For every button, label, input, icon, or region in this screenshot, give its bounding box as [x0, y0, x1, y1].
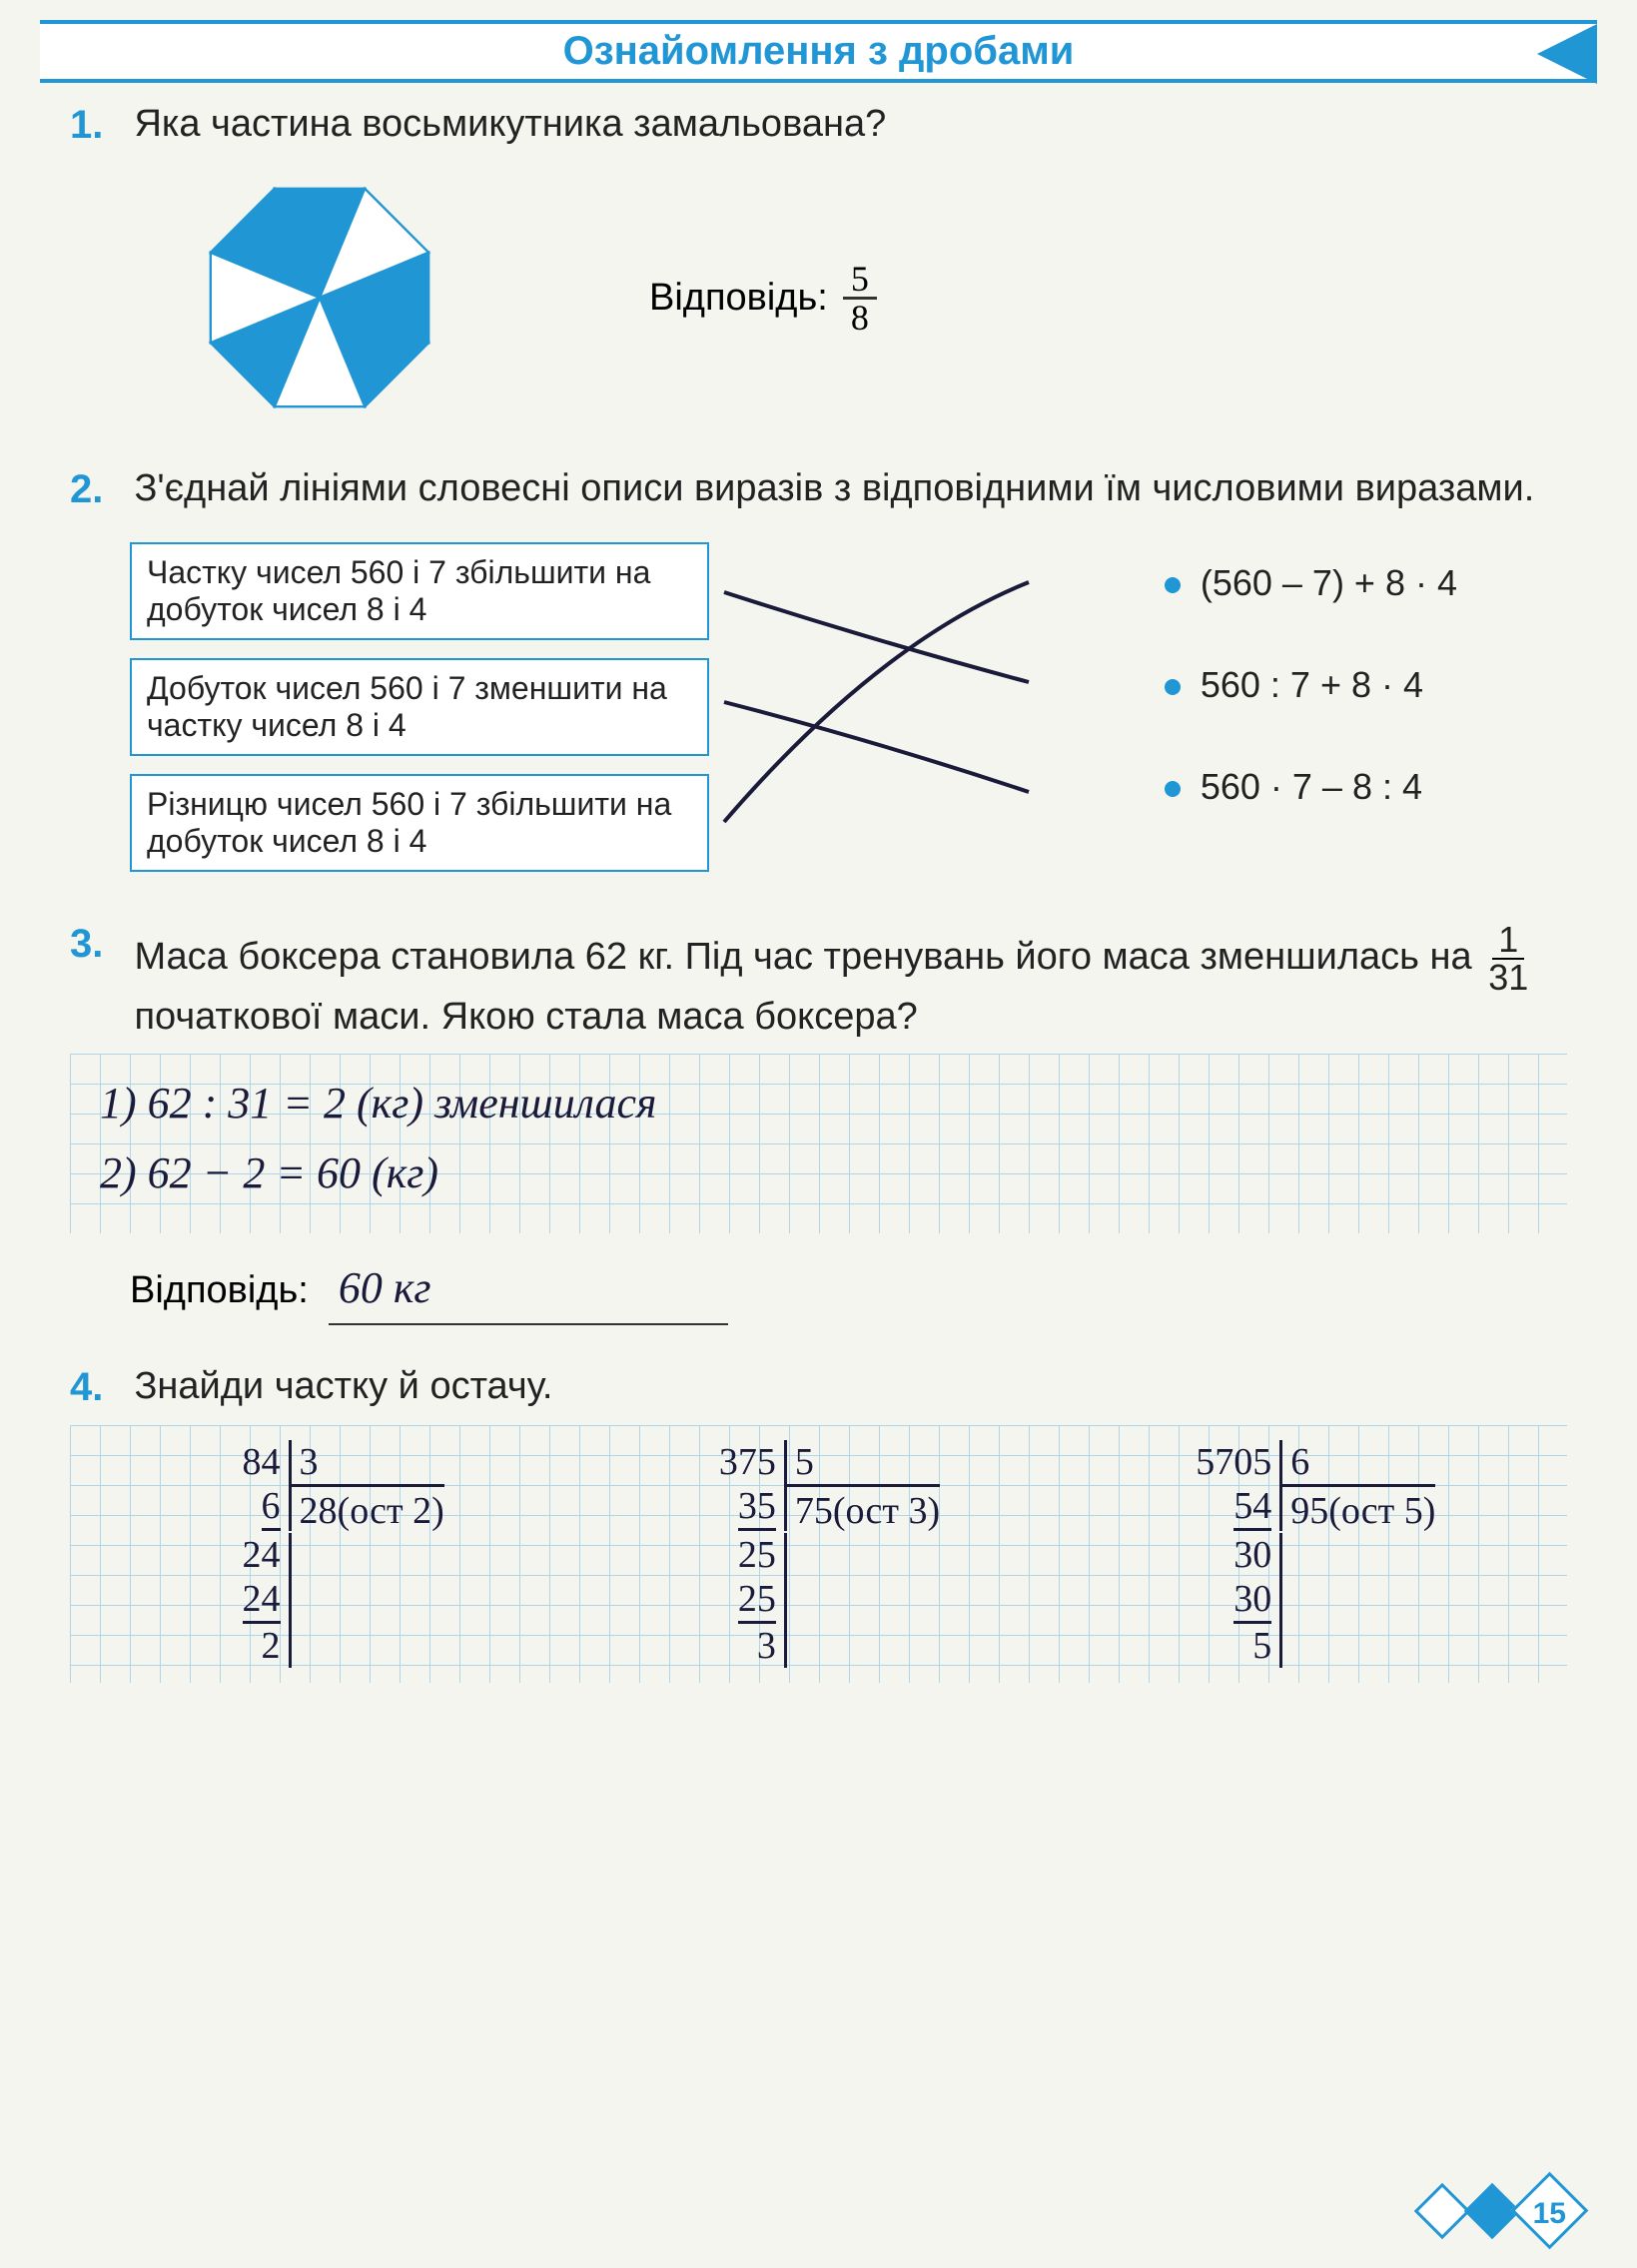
long-division: 84 3 6 28(ост 2) 24 24 2	[202, 1440, 444, 1668]
work-line: 2) 62 − 2 = 60 (кг)	[100, 1138, 1537, 1208]
match-right-item: 560 : 7 + 8 · 4	[1165, 664, 1457, 706]
answer-label: Відповідь:	[130, 1269, 309, 1312]
match-left-item: Частку чисел 560 і 7 збільшити на добуто…	[130, 542, 709, 640]
long-division: 5705 6 54 95(ост 5) 30 30 5	[1193, 1440, 1435, 1668]
problem-number: 3.	[70, 922, 130, 967]
answer-fraction: 5 8	[843, 261, 877, 336]
problem-fraction: 1 31	[1482, 922, 1534, 996]
problem-3: 3. Маса боксера становила 62 кг. Під час…	[40, 922, 1597, 1325]
match-left-item: Добуток чисел 560 і 7 зменшити на частку…	[130, 658, 709, 756]
fraction-denominator: 8	[843, 300, 877, 336]
division-grid: 84 3 6 28(ост 2) 24 24 2 375 5 35 75(ост…	[70, 1425, 1567, 1683]
problem-4: 4. Знайди частку й остачу. 84 3 6 28(ост…	[40, 1365, 1597, 1683]
problem-number: 4.	[70, 1365, 130, 1410]
fraction-numerator: 5	[843, 261, 877, 300]
long-division: 375 5 35 75(ост 3) 25 25 3	[697, 1440, 940, 1668]
problem-2: 2. З'єднай лініями словесні описи виразі…	[40, 467, 1597, 882]
work-line: 1) 62 : 31 = 2 (кг) зменшилася	[100, 1069, 1537, 1138]
match-right-item: (560 – 7) + 8 · 4	[1165, 562, 1457, 604]
octagon-diagram	[190, 168, 449, 427]
problem-question: Знайди частку й остачу.	[134, 1365, 1561, 1408]
matching-container: Частку чисел 560 і 7 збільшити на добуто…	[130, 542, 1507, 882]
match-right-item: 560 · 7 – 8 : 4	[1165, 766, 1457, 808]
problem-question: Маса боксера становила 62 кг. Під час тр…	[134, 922, 1561, 1039]
page-footer: 15	[1422, 2183, 1577, 2238]
problem-question: Яка частина восьмикутника замальована?	[134, 103, 1561, 146]
match-left-item: Різницю чисел 560 і 7 збільшити на добут…	[130, 774, 709, 872]
problem-number: 2.	[70, 467, 130, 512]
problem-1: 1. Яка частина восьмикутника замальована…	[40, 103, 1597, 427]
page-number-badge: 15	[1511, 2172, 1589, 2250]
diamond-icon	[1414, 2182, 1471, 2239]
answer-value: 60 кг	[329, 1253, 728, 1325]
answer-label: Відповідь:	[649, 277, 828, 320]
problem-number: 1.	[70, 103, 130, 148]
section-header: Ознайомлення з дробами	[40, 20, 1597, 83]
problem-question: З'єднай лініями словесні описи виразів з…	[134, 467, 1561, 510]
work-grid: 1) 62 : 31 = 2 (кг) зменшилася 2) 62 − 2…	[70, 1054, 1567, 1233]
